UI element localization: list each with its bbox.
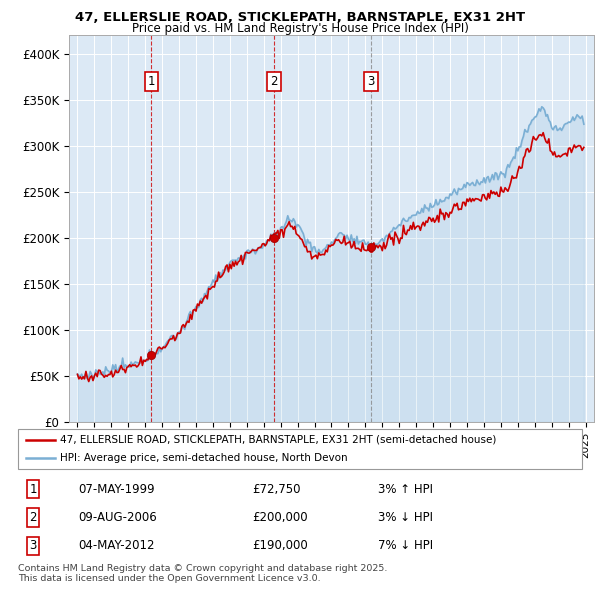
Text: 1: 1: [148, 75, 155, 88]
Text: 47, ELLERSLIE ROAD, STICKLEPATH, BARNSTAPLE, EX31 2HT: 47, ELLERSLIE ROAD, STICKLEPATH, BARNSTA…: [75, 11, 525, 24]
FancyBboxPatch shape: [18, 429, 582, 469]
Text: HPI: Average price, semi-detached house, North Devon: HPI: Average price, semi-detached house,…: [60, 453, 348, 463]
Text: 2: 2: [271, 75, 278, 88]
Text: £200,000: £200,000: [252, 511, 308, 524]
Text: 1: 1: [29, 483, 37, 496]
Text: 3% ↓ HPI: 3% ↓ HPI: [378, 511, 433, 524]
Text: 09-AUG-2006: 09-AUG-2006: [78, 511, 157, 524]
Text: 04-MAY-2012: 04-MAY-2012: [78, 539, 155, 552]
Text: 2: 2: [29, 511, 37, 524]
Text: 3: 3: [29, 539, 37, 552]
Text: Contains HM Land Registry data © Crown copyright and database right 2025.
This d: Contains HM Land Registry data © Crown c…: [18, 563, 388, 583]
Text: 7% ↓ HPI: 7% ↓ HPI: [378, 539, 433, 552]
Text: £190,000: £190,000: [252, 539, 308, 552]
Text: Price paid vs. HM Land Registry's House Price Index (HPI): Price paid vs. HM Land Registry's House …: [131, 22, 469, 35]
Text: 3% ↑ HPI: 3% ↑ HPI: [378, 483, 433, 496]
Text: 47, ELLERSLIE ROAD, STICKLEPATH, BARNSTAPLE, EX31 2HT (semi-detached house): 47, ELLERSLIE ROAD, STICKLEPATH, BARNSTA…: [60, 435, 497, 445]
Text: 3: 3: [367, 75, 375, 88]
Text: 07-MAY-1999: 07-MAY-1999: [78, 483, 155, 496]
Text: £72,750: £72,750: [252, 483, 301, 496]
